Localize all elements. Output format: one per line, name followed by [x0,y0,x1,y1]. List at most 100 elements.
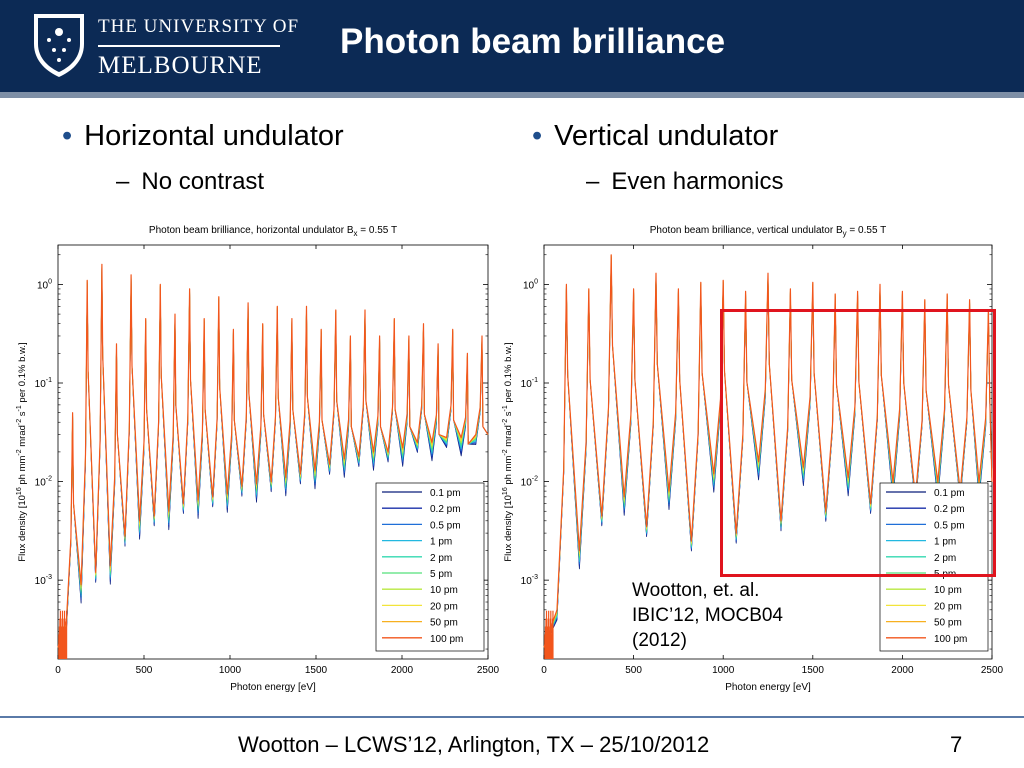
legend-label: 0.2 pm [430,504,461,515]
dash-icon: – [116,168,130,195]
legend-label: 0.1 pm [934,488,965,499]
x-tick-label: 2000 [391,665,414,676]
y-axis-label-part: mrad [17,425,28,449]
left-sub-bullet: – No contrast [116,168,264,196]
y-axis-label-part: ph mm [503,456,514,488]
y-tick-base: 10 [521,379,533,390]
crest-icon [34,14,84,77]
y-axis-label-part: -1 [502,405,509,411]
y-tick-label: 10-1 [35,377,52,390]
x-tick-label: 2500 [477,665,500,676]
y-tick-base: 10 [35,576,47,587]
legend-label: 50 pm [430,618,458,629]
right-sub-text: Even harmonics [611,168,784,195]
left-sub-text: No contrast [141,168,265,195]
legend-box [879,482,989,652]
footer-text: Wootton – LCWS’12, Arlington, TX – 25/10… [238,732,710,757]
legend-label: 0.5 pm [430,520,461,531]
citation-line-2: IBIC’12, MOCB04 [632,605,783,626]
x-tick-label: 2000 [891,665,914,676]
y-tick-exponent: 0 [534,278,538,285]
y-tick-exponent: -1 [532,377,538,384]
header-divider [0,92,1024,98]
citation: Wootton, et. al. IBIC’12, MOCB04 (2012) [632,578,783,653]
horizontal-undulator-chart: Photon beam brilliance, horizontal undul… [16,225,500,693]
y-tick-base: 10 [35,478,47,489]
y-axis-label-part: -2 [502,449,509,455]
y-tick-label: 10-3 [35,574,52,587]
legend-label: 20 pm [430,601,458,612]
chart-title-subscript: x [354,229,358,238]
y-tick-label: 10-1 [521,377,538,390]
y-tick-exponent: -1 [46,377,52,384]
chart-title-tail: = 0.55 T [358,225,398,236]
slide-title: Photon beam brilliance [340,22,726,61]
y-axis-label-part: ph mm [17,456,28,488]
left-bullet: • Horizontal undulator [62,120,344,153]
y-axis-label-part: mrad [503,425,514,449]
chart-title-tail: = 0.55 T [847,225,887,236]
x-tick-label: 0 [541,665,547,676]
y-axis-label-part: s [503,411,514,419]
logo-divider [98,45,280,47]
x-tick-label: 2500 [981,665,1004,676]
y-axis-label-part: Flux density [10 [17,495,28,562]
y-tick-label: 10-3 [521,574,538,587]
y-axis-label-part: s [17,411,28,419]
y-tick-exponent: -2 [532,476,538,483]
y-axis-label-part: 16 [16,487,23,495]
x-tick-label: 1500 [305,665,328,676]
y-tick-label: 10-2 [35,476,52,489]
chart-title-subscript: y [843,229,847,238]
x-tick-label: 500 [625,665,642,676]
y-axis-label: Flux density [1016 ph mm-2 mrad-2 s-1 pe… [502,342,514,561]
y-axis-label-part: 16 [502,487,509,495]
chart-title: Photon beam brilliance, vertical undulat… [650,225,886,238]
y-tick-exponent: -3 [532,574,538,581]
y-tick-label: 100 [37,278,52,291]
y-axis-label-part: per 0.1% b.w.] [17,342,28,405]
chart-title: Photon beam brilliance, horizontal undul… [149,225,397,238]
bullet-dot-icon: • [532,120,543,152]
y-axis-label-part: -2 [502,419,509,425]
citation-line-3: (2012) [632,630,687,651]
y-tick-label: 100 [523,278,538,291]
y-axis-label-part: -2 [16,449,23,455]
university-logo: THE UNIVERSITY OF MELBOURNE [20,8,298,82]
series-line [57,263,489,648]
legend-label: 2 pm [934,553,956,564]
y-axis-label-part: -2 [16,419,23,425]
legend-label: 10 pm [934,585,962,596]
y-axis-label-part: per 0.1% b.w.] [503,342,514,405]
legend-label: 50 pm [934,618,962,629]
legend-label: 20 pm [934,601,962,612]
vertical-undulator-chart: Photon beam brilliance, vertical undulat… [502,225,1004,693]
y-tick-label: 10-2 [521,476,538,489]
legend-label: 0.5 pm [934,520,965,531]
y-axis-label: Flux density [1016 ph mm-2 mrad-2 s-1 pe… [16,342,28,561]
legend-box [375,482,485,652]
chart-title-main: Photon beam brilliance, horizontal undul… [149,225,354,236]
x-tick-label: 500 [136,665,153,676]
x-axis-label: Photon energy [eV] [725,682,811,693]
x-axis-label: Photon energy [eV] [230,682,316,693]
page-number: 7 [950,732,963,757]
y-tick-exponent: 0 [48,278,52,285]
bullet-dot-icon: • [62,120,73,152]
y-tick-base: 10 [35,379,47,390]
legend-label: 1 pm [934,537,956,548]
logo-line-2: MELBOURNE [98,52,263,79]
left-bullet-text: Horizontal undulator [84,120,344,152]
y-tick-base: 10 [521,576,533,587]
footer-divider [0,716,1024,718]
y-tick-exponent: -3 [46,574,52,581]
legend-label: 5 pm [430,569,452,580]
legend-label: 1 pm [430,537,452,548]
y-axis-label-part: Flux density [10 [503,495,514,562]
right-bullet: • Vertical undulator [532,120,778,153]
citation-line-1: Wootton, et. al. [632,580,760,601]
series-line [543,254,993,648]
legend-label: 10 pm [430,585,458,596]
y-tick-exponent: -2 [46,476,52,483]
dash-icon: – [586,168,600,195]
